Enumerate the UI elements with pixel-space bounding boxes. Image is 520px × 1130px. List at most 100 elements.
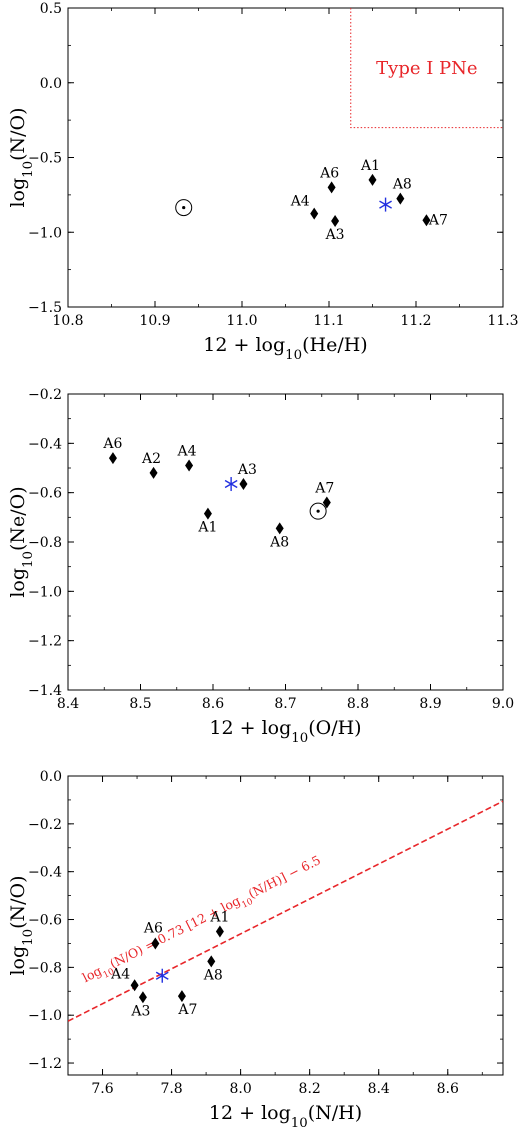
plot-frame	[67, 775, 504, 1076]
x-tick-label: 8.8	[347, 696, 369, 712]
x-tick-label: 8.7	[274, 696, 296, 712]
data-point-a3	[239, 478, 248, 491]
y-tick-label: −0.2	[28, 817, 62, 833]
reference-star	[155, 968, 169, 983]
solar-symbol-dot	[316, 509, 320, 513]
y-tick-label: −0.6	[28, 913, 62, 929]
data-point-label: A2	[141, 451, 161, 467]
data-point-label: A1	[360, 158, 380, 174]
reference-star	[224, 477, 238, 492]
data-point-a7	[177, 990, 186, 1003]
y-tick-label: −1.0	[28, 1008, 62, 1024]
y-tick-label: 0.0	[40, 76, 62, 92]
data-point-label: A6	[143, 920, 163, 936]
data-point-label: A1	[209, 909, 229, 925]
data-point-a1	[203, 507, 212, 520]
star-arm	[155, 971, 169, 980]
data-point-a6	[108, 452, 117, 465]
x-axis-label: 12 + log10(N/H)	[209, 1102, 362, 1130]
panel-1: 10.8 10.9 11.0 11.1 11.2 11.3 −1.5 −1.0 −0.5 0.0 0…	[7, 1, 519, 363]
x-tick-label: 11.1	[313, 313, 344, 329]
y-tick-label: −1.5	[28, 300, 62, 316]
data-point-a3	[331, 215, 340, 228]
solar-symbol	[309, 502, 327, 520]
y-tick-label: −1.0	[28, 225, 62, 241]
data-point-label: A3	[237, 462, 257, 478]
reference-star	[379, 197, 392, 212]
y-tick-label: 0.0	[40, 769, 62, 785]
data-point-label: A8	[269, 534, 289, 550]
y-tick-label: −1.2	[28, 634, 62, 650]
y-tick-label: −0.8	[28, 535, 62, 551]
x-tick-label: 8.6	[437, 1081, 459, 1097]
data-point-a2	[149, 466, 158, 479]
panel-2: 8.4 8.5 8.6 8.7 8.8 8.9 9.0 −1.4 −1.2 −1.0 −0.8 −0.…	[7, 387, 514, 746]
y-tick-label: −0.8	[28, 960, 62, 976]
star-arm	[379, 200, 392, 209]
x-tick-label: 11.0	[226, 313, 257, 329]
data-point-label: A4	[290, 194, 310, 210]
y-tick-label: −0.2	[28, 387, 62, 403]
data-point-label: A7	[177, 1002, 197, 1018]
x-tick-label: 8.4	[57, 696, 79, 712]
data-point-label: A7	[428, 212, 448, 228]
y-tick-label: 0.5	[40, 1, 62, 17]
data-point-a1	[368, 173, 377, 186]
y-tick-label: −0.6	[28, 486, 62, 502]
data-point-a3	[138, 991, 147, 1004]
data-point-label: A3	[325, 227, 345, 243]
x-tick-label: 8.5	[129, 696, 151, 712]
data-point-a8	[396, 192, 405, 205]
y-tick-label: −1.0	[28, 584, 62, 600]
y-tick-label: −0.4	[28, 865, 62, 881]
data-point-a6	[151, 937, 160, 950]
x-tick-label: 9.0	[492, 696, 514, 712]
x-tick-label: 7.6	[91, 1081, 113, 1097]
y-tick-label: −1.4	[28, 683, 62, 699]
data-point-label: A4	[177, 444, 197, 460]
data-point-label: A6	[102, 436, 122, 452]
y-axis-label: log10(N/O)	[7, 875, 36, 975]
panel-3: 7.6 7.8 8.0 8.2 8.4 8.6 −1.2 −1.0 −0.8 −0.6 −0.4 −0…	[7, 769, 504, 1130]
data-point-a7	[322, 496, 331, 509]
y-axis-label: log10(N/O)	[7, 107, 36, 207]
data-point-a8	[275, 522, 284, 535]
x-tick-label: 8.0	[229, 1081, 251, 1097]
x-tick-label: 11.3	[487, 313, 518, 329]
data-point-a8	[207, 955, 216, 968]
x-tick-label: 10.8	[52, 313, 83, 329]
data-point-label: A3	[130, 1003, 150, 1019]
data-point-label: A1	[197, 520, 217, 536]
x-tick-label: 11.2	[400, 313, 431, 329]
star-arm	[224, 479, 238, 489]
data-point-a6	[327, 181, 336, 194]
x-tick-label: 10.9	[139, 313, 170, 329]
y-axis-label: log10(Ne/O)	[7, 486, 36, 597]
x-axis-label: 12 + log10(O/H)	[209, 717, 361, 746]
data-point-label: A8	[203, 967, 223, 983]
solar-symbol	[175, 199, 193, 217]
y-tick-label: −1.2	[28, 1056, 62, 1072]
type-i-region-label: Type I PNe	[376, 58, 477, 79]
data-point-label: A6	[319, 165, 339, 181]
solar-symbol-dot	[182, 205, 186, 210]
fit-line	[68, 800, 503, 1022]
data-point-label: A7	[314, 481, 334, 497]
x-axis-label: 12 + log10(He/H)	[203, 334, 367, 363]
data-point-label: A8	[392, 177, 412, 193]
data-point-a4	[130, 979, 139, 992]
x-tick-label: 8.2	[299, 1081, 321, 1097]
x-tick-label: 7.8	[160, 1081, 182, 1097]
data-point-a4	[310, 207, 319, 220]
y-tick-label: −0.5	[28, 151, 62, 167]
type-i-region-boundary	[350, 8, 503, 129]
data-point-a7	[422, 214, 431, 227]
x-tick-label: 8.6	[202, 696, 224, 712]
x-tick-label: 8.9	[419, 696, 441, 712]
data-point-a1	[215, 925, 224, 938]
data-point-label: A4	[110, 966, 130, 982]
plot-frame	[67, 7, 504, 308]
data-point-a4	[185, 459, 194, 472]
y-tick-label: −0.4	[28, 436, 62, 452]
